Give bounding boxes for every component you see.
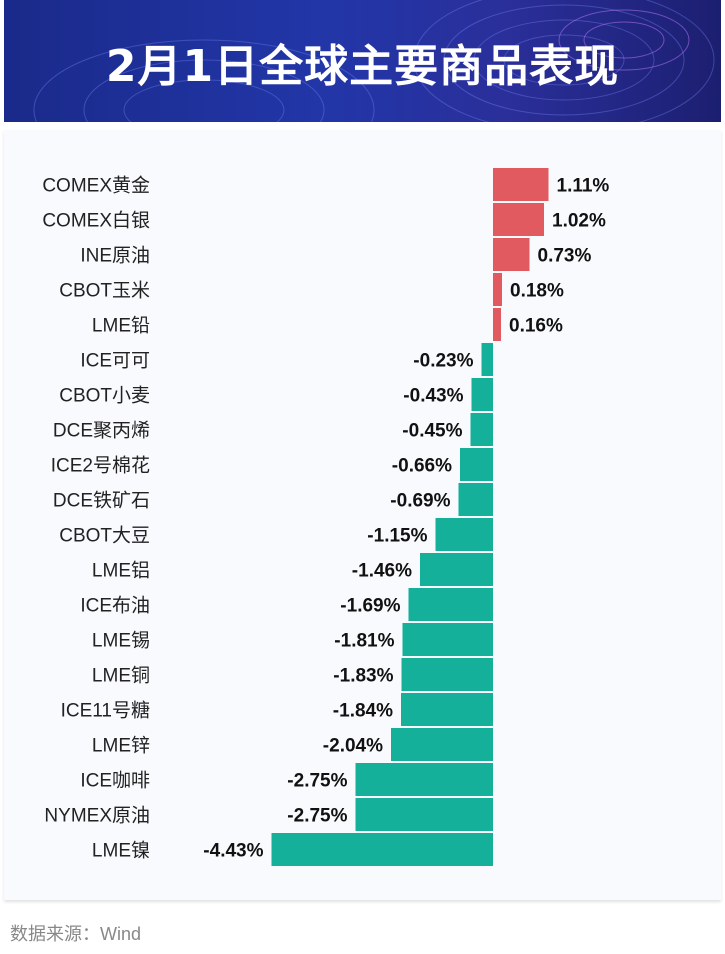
source-note: 数据来源：Wind [10, 924, 142, 944]
value-label: -0.66% [392, 456, 452, 477]
category-label: ICE咖啡 [80, 770, 150, 792]
contour-background-graphic [33, 0, 715, 122]
category-label: LME铅 [92, 315, 150, 337]
value-label: 1.11% [557, 176, 610, 197]
header-banner: 2月1日全球主要商品表现 [4, 0, 721, 122]
category-label: LME铜 [92, 665, 150, 687]
category-label: LME铝 [92, 560, 150, 582]
bar [435, 518, 493, 551]
bar [493, 168, 549, 201]
page-title: 2月1日全球主要商品表现 [105, 41, 620, 92]
bar [271, 833, 493, 866]
value-label: -1.83% [333, 666, 393, 687]
bar [481, 343, 493, 376]
category-label: INE原油 [80, 245, 150, 267]
value-label: -2.75% [287, 771, 347, 792]
chart-panel: COMEX黄金 1.11% COMEX白银 1.02% INE原油 0.73% CBOT玉米… [4, 130, 721, 900]
category-label: LME镍 [92, 840, 150, 862]
value-label: -1.84% [333, 701, 393, 722]
category-label: LME锌 [92, 735, 150, 757]
bar [458, 483, 493, 516]
category-label: LME锡 [92, 630, 150, 652]
bar [401, 693, 493, 726]
bar [493, 238, 530, 271]
value-label: -0.45% [402, 421, 462, 442]
category-label: CBOT大豆 [59, 525, 150, 547]
bar [460, 448, 493, 481]
bar [355, 798, 493, 831]
value-label: -1.69% [340, 596, 400, 617]
value-label: -1.46% [352, 561, 412, 582]
category-label: DCE铁矿石 [53, 490, 150, 512]
category-label: NYMEX原油 [44, 805, 150, 827]
category-label: ICE可可 [80, 351, 150, 372]
bar [420, 553, 493, 586]
value-label: -1.81% [334, 631, 394, 652]
category-label: ICE2号棉花 [51, 455, 150, 477]
category-label: ICE11号糖 [61, 700, 150, 722]
bar [493, 308, 501, 341]
bar-chart: COMEX黄金 1.11% COMEX白银 1.02% INE原油 0.73% CBOT玉米… [42, 168, 610, 866]
value-label: 0.16% [509, 316, 563, 337]
bar [402, 623, 493, 656]
value-label: -0.23% [413, 351, 473, 372]
value-label: 0.73% [538, 246, 592, 267]
bar [493, 273, 502, 306]
value-label: -0.43% [403, 386, 463, 407]
category-label: ICE布油 [80, 595, 150, 617]
bar [471, 378, 493, 411]
category-label: CBOT玉米 [59, 280, 150, 302]
category-label: COMEX白银 [42, 210, 150, 232]
value-label: -0.69% [390, 491, 450, 512]
category-label: DCE聚丙烯 [53, 420, 150, 442]
bar [493, 203, 544, 236]
bar [391, 728, 493, 761]
bar [401, 658, 493, 691]
value-label: -1.15% [367, 526, 427, 547]
value-label: -2.04% [323, 736, 383, 757]
value-label: -2.75% [287, 806, 347, 827]
value-label: -4.43% [203, 841, 263, 862]
category-label: COMEX黄金 [42, 175, 150, 197]
bar [470, 413, 493, 446]
category-label: CBOT小麦 [59, 385, 150, 407]
value-label: 0.18% [510, 281, 564, 302]
value-label: 1.02% [552, 211, 606, 232]
bar [408, 588, 493, 621]
bar [355, 763, 493, 796]
